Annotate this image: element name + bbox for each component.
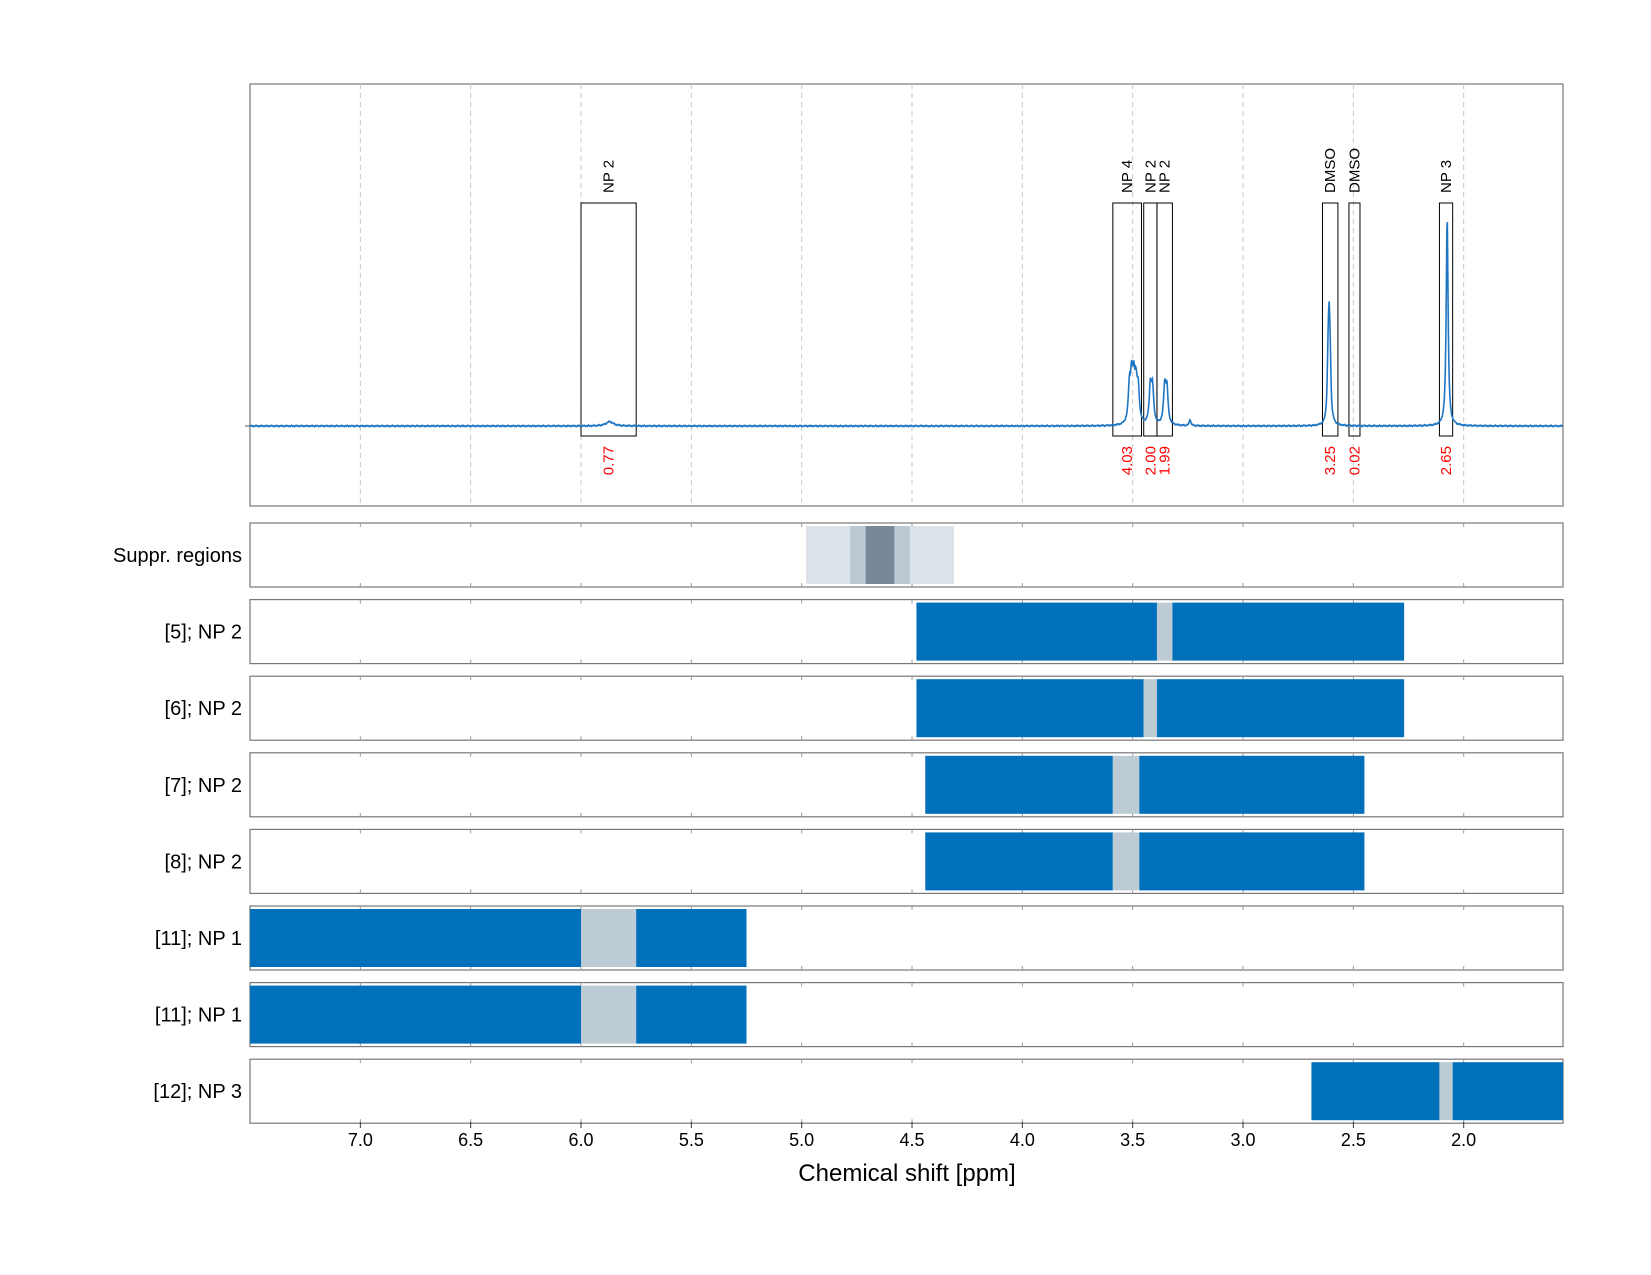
lane: [8]; NP 2 bbox=[165, 828, 1564, 895]
annotation-box bbox=[1112, 202, 1143, 437]
lane-segment bbox=[916, 602, 1157, 661]
lane-segment bbox=[1172, 602, 1405, 661]
x-tick-label: 5.5 bbox=[679, 1130, 704, 1150]
lane-segment bbox=[916, 679, 1144, 738]
x-tick-label: 4.5 bbox=[900, 1130, 925, 1150]
lane-segment bbox=[250, 909, 582, 967]
x-tick-label: 4.0 bbox=[1010, 1130, 1035, 1150]
lane-segment bbox=[1156, 602, 1173, 661]
spectrum-panel: NP 2 0.77 NP 4 4.03 NP 2 2.00 NP 2 1.99 DMSO 3.25… bbox=[245, 83, 1564, 507]
lane-segment bbox=[865, 526, 895, 584]
annotation-box bbox=[1348, 202, 1361, 437]
annotation-box bbox=[1438, 202, 1454, 437]
integral-value: 2.65 bbox=[1438, 446, 1455, 475]
integral-value: 1.99 bbox=[1157, 446, 1174, 475]
lane: [6]; NP 2 bbox=[165, 675, 1564, 741]
annotation-label: NP 4 bbox=[1119, 160, 1136, 193]
annotation-label: NP 2 bbox=[1142, 160, 1159, 193]
integral-value: 2.00 bbox=[1142, 446, 1159, 475]
integral-value: 3.25 bbox=[1322, 446, 1339, 475]
lane-frame bbox=[249, 752, 1564, 818]
lane-segment bbox=[636, 909, 747, 967]
region-lanes: Suppr. regions [5]; NP 2 [6]; NP 2 [7]; NP … bbox=[113, 522, 1564, 1124]
annotation-label: NP 3 bbox=[1438, 160, 1455, 193]
annotation-label: NP 2 bbox=[1157, 160, 1174, 193]
lane-label: [8]; NP 2 bbox=[165, 851, 242, 873]
annotation-box bbox=[1321, 202, 1339, 437]
lane: [7]; NP 2 bbox=[165, 752, 1564, 818]
x-tick-label: 2.5 bbox=[1341, 1130, 1366, 1150]
lane-label: [11]; NP 1 bbox=[155, 928, 242, 950]
annotation-label: DMSO bbox=[1346, 148, 1363, 193]
spectrum-frame bbox=[249, 83, 1564, 507]
lane-label: [12]; NP 3 bbox=[153, 1081, 242, 1103]
annotation-box bbox=[580, 202, 637, 437]
lane-segment bbox=[250, 985, 582, 1044]
lane: [12]; NP 3 bbox=[153, 1058, 1564, 1124]
lane-segment bbox=[1452, 1062, 1563, 1121]
annotation-label: NP 2 bbox=[601, 160, 618, 193]
lane-segment bbox=[1139, 755, 1365, 814]
integral-value: 0.02 bbox=[1346, 446, 1363, 475]
x-tick-label: 7.0 bbox=[348, 1130, 373, 1150]
lane-label: [5]; NP 2 bbox=[165, 622, 242, 644]
x-tick-label: 5.0 bbox=[789, 1130, 814, 1150]
lane: [11]; NP 1 bbox=[155, 981, 1564, 1048]
integral-value: 0.77 bbox=[601, 446, 618, 475]
lane: [5]; NP 2 bbox=[165, 598, 1564, 665]
annotation-label: DMSO bbox=[1322, 148, 1339, 193]
lane-label: Suppr. regions bbox=[113, 545, 242, 567]
annotation-box bbox=[1156, 202, 1173, 437]
lane-segment bbox=[1112, 832, 1140, 891]
x-axis-label: Chemical shift [ppm] bbox=[798, 1160, 1015, 1187]
lane-label: [11]; NP 1 bbox=[155, 1005, 242, 1027]
x-tick-label: 2.0 bbox=[1451, 1130, 1476, 1150]
integral-value: 4.03 bbox=[1119, 446, 1136, 475]
lane-label: [6]; NP 2 bbox=[165, 698, 242, 720]
lane-segment bbox=[1439, 1062, 1453, 1121]
lane-frame bbox=[249, 828, 1564, 895]
x-tick-label: 6.0 bbox=[568, 1130, 593, 1150]
lane-segment bbox=[1156, 679, 1405, 738]
lane: Suppr. regions bbox=[113, 522, 1564, 588]
x-tick-label: 6.5 bbox=[458, 1130, 483, 1150]
x-tick-label: 3.0 bbox=[1231, 1130, 1256, 1150]
lane-segment bbox=[581, 985, 637, 1044]
lane-segment bbox=[1311, 1062, 1440, 1121]
lane-segment bbox=[581, 909, 637, 967]
x-axis: 7.0 6.5 6.0 5.5 5.0 4.5 4.0 3.5 3.0 2.5 2.0 bbox=[348, 1122, 1476, 1150]
lane: [11]; NP 1 bbox=[155, 905, 1564, 971]
lane-label: [7]; NP 2 bbox=[165, 775, 242, 797]
spectrum-line bbox=[249, 222, 1564, 428]
lane-segment bbox=[1143, 679, 1157, 738]
lane-segment bbox=[925, 755, 1113, 814]
lane-segment bbox=[1139, 832, 1365, 891]
lane-segment bbox=[925, 832, 1113, 891]
lane-segment bbox=[636, 985, 747, 1044]
x-tick-label: 3.5 bbox=[1120, 1130, 1145, 1150]
lane-segment bbox=[1112, 755, 1140, 814]
